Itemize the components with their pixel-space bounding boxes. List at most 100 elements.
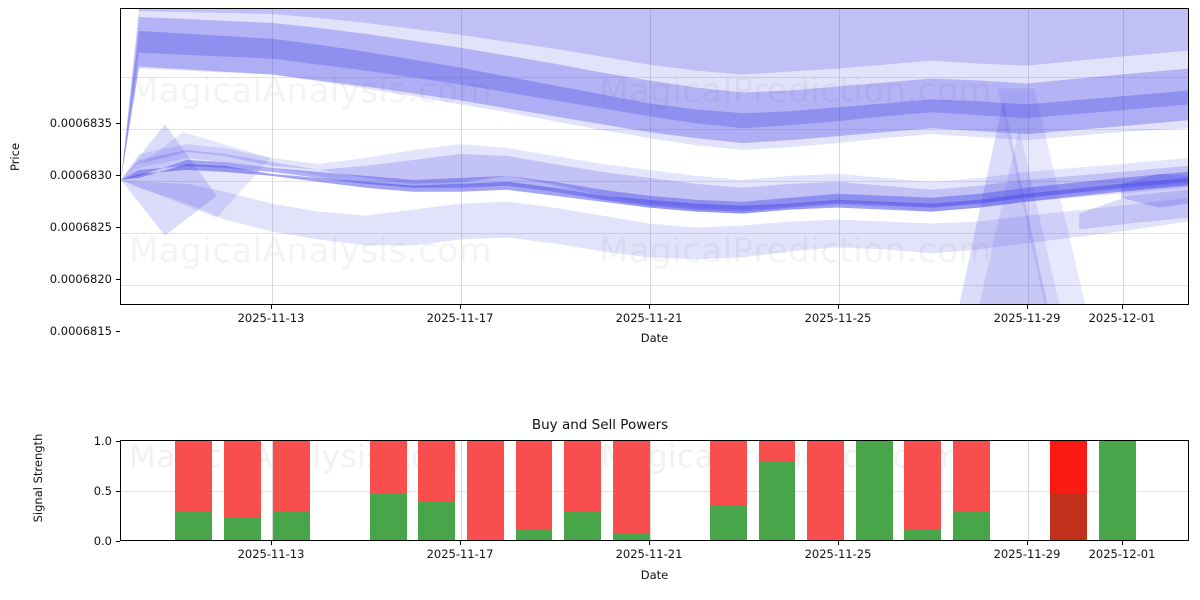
signal-bar xyxy=(855,441,893,540)
sell-power-segment xyxy=(758,441,796,462)
price-wave-bands xyxy=(121,9,1188,304)
buy-power-segment xyxy=(272,511,310,540)
signal-bar xyxy=(758,441,796,540)
buy-power-segment xyxy=(175,511,213,540)
signal-bar xyxy=(466,441,504,540)
signal-xtick-mark xyxy=(649,541,650,545)
buy-power-segment xyxy=(369,493,407,540)
price-ytick-mark xyxy=(116,279,120,280)
signal-bar xyxy=(709,441,747,540)
price-gridline xyxy=(461,9,462,304)
sell-power-segment xyxy=(952,441,990,512)
price-gridline xyxy=(839,9,840,304)
buy-power-segment xyxy=(758,461,796,540)
signal-gridline xyxy=(461,441,462,540)
signal-bar xyxy=(175,441,213,540)
price-xtick-mark xyxy=(1122,305,1123,309)
signal-ytick-mark xyxy=(116,491,120,492)
sell-power-segment xyxy=(272,441,310,512)
signal-xtick-label: 2025-11-21 xyxy=(615,547,683,561)
buy-power-segment xyxy=(1050,492,1087,540)
buy-power-segment xyxy=(709,505,747,540)
signal-xtick-mark xyxy=(1027,541,1028,545)
sell-power-segment xyxy=(418,441,456,502)
price-ytick-label: 0.0006825 xyxy=(49,220,112,234)
price-xtick-label: 2025-11-17 xyxy=(426,311,494,325)
price-xaxis-label: Date xyxy=(640,331,669,345)
signal-bar xyxy=(515,441,553,540)
signal-xtick-mark xyxy=(271,541,272,545)
price-xtick-mark xyxy=(649,305,650,309)
signal-xtick-mark xyxy=(1122,541,1123,545)
signal-bar xyxy=(369,441,407,540)
buy-power-segment xyxy=(515,529,553,540)
signal-bar xyxy=(1050,441,1087,540)
price-gridline xyxy=(121,77,1188,78)
buy-power-segment xyxy=(1098,441,1136,540)
signal-xtick-label: 2025-11-25 xyxy=(804,547,872,561)
signal-xtick-label: 2025-11-13 xyxy=(237,547,305,561)
signal-ytick-label: 1.0 xyxy=(93,434,112,448)
signal-bar xyxy=(904,441,942,540)
price-xtick-label: 2025-11-21 xyxy=(615,311,683,325)
price-ytick-mark xyxy=(116,175,120,176)
signal-ytick-mark xyxy=(116,541,120,542)
price-ytick-label: 0.0006820 xyxy=(49,272,112,286)
signal-gridline xyxy=(650,441,651,540)
buy-power-segment xyxy=(224,517,261,540)
signal-xtick-label: 2025-11-17 xyxy=(426,547,494,561)
signal-bar xyxy=(224,441,261,540)
price-ytick-label: 0.0006815 xyxy=(49,324,112,338)
signal-bar xyxy=(1098,441,1136,540)
sell-power-segment xyxy=(515,441,553,530)
sell-power-segment xyxy=(807,441,845,540)
price-gridline xyxy=(1123,9,1124,304)
price-xtick-mark xyxy=(1027,305,1028,309)
signal-bar xyxy=(272,441,310,540)
signal-bar xyxy=(564,441,602,540)
signal-xtick-mark xyxy=(838,541,839,545)
buy-power-segment xyxy=(952,511,990,540)
price-ytick-mark xyxy=(116,331,120,332)
price-ytick-label: 0.0006835 xyxy=(49,116,112,130)
price-ytick-label: 0.0006830 xyxy=(49,168,112,182)
buy-power-segment xyxy=(564,511,602,540)
buy-power-segment xyxy=(418,501,456,540)
buy-power-segment xyxy=(855,441,893,540)
signal-chart-title: Buy and Sell Powers xyxy=(531,417,669,433)
signal-chart-panel: MagicalAnalysis.com MagicalPrediction.co… xyxy=(0,434,1200,600)
signal-yaxis-label: Signal Strength xyxy=(31,433,45,523)
buy-power-segment xyxy=(612,532,650,540)
signal-gridline xyxy=(1028,441,1029,540)
price-chart-panel: MagicalAnalysis.com MagicalPrediction.co… xyxy=(8,8,1189,345)
sell-power-segment xyxy=(369,441,407,494)
signal-ytick-mark xyxy=(116,441,120,442)
price-xtick-label: 2025-11-29 xyxy=(993,311,1061,325)
price-xtick-label: 2025-11-25 xyxy=(804,311,872,325)
signal-xaxis-label: Date xyxy=(640,568,669,582)
price-gridline xyxy=(1028,9,1029,304)
sell-power-segment xyxy=(709,441,747,506)
price-xtick-label: 2025-12-01 xyxy=(1088,311,1156,325)
price-gridline xyxy=(121,129,1188,130)
signal-plot-area: MagicalAnalysis.com MagicalPrediction.co… xyxy=(120,440,1189,541)
signal-bar xyxy=(612,441,650,540)
price-gridline xyxy=(121,285,1188,286)
price-xtick-label: 2025-11-13 xyxy=(237,311,305,325)
sell-power-segment xyxy=(904,441,942,529)
signal-ytick-label: 0.5 xyxy=(93,484,112,498)
price-gridline xyxy=(272,9,273,304)
price-plot-area: MagicalAnalysis.com MagicalPrediction.co… xyxy=(120,8,1189,305)
price-xtick-mark xyxy=(271,305,272,309)
signal-bar xyxy=(418,441,456,540)
sell-power-segment xyxy=(224,441,261,518)
signal-gridline xyxy=(121,491,1188,492)
signal-xtick-label: 2025-12-01 xyxy=(1088,547,1156,561)
price-ytick-mark xyxy=(116,227,120,228)
sell-power-segment xyxy=(564,441,602,512)
price-gridline xyxy=(650,9,651,304)
signal-bar xyxy=(952,441,990,540)
signal-bar xyxy=(807,441,845,540)
sell-power-segment xyxy=(175,441,213,512)
price-gridline xyxy=(121,181,1188,182)
